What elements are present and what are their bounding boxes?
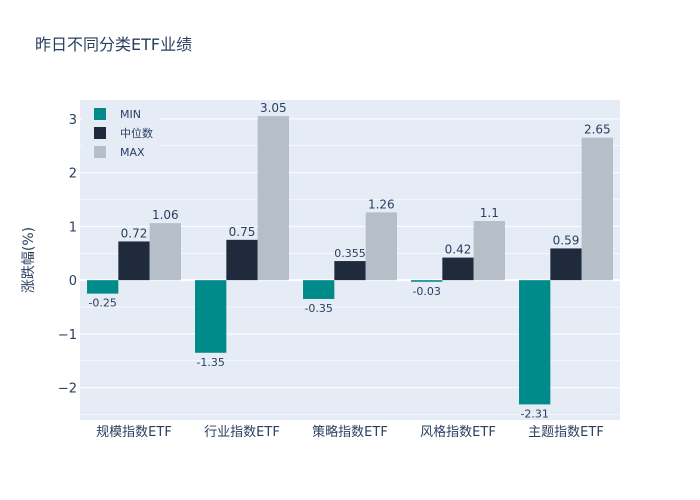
y-tick-label: 1 (69, 220, 77, 235)
data-labels: -0.25 0.72 1.06 -1.35 0.75 3.05 -0.35 0.355 1.26… (88, 101, 610, 420)
legend-label: MIN (120, 108, 141, 121)
data-label: 0.72 (121, 226, 148, 240)
y-tick-label: 3 (69, 113, 77, 128)
legend-label: MAX (120, 146, 145, 159)
y-tick-label: −2 (58, 382, 77, 397)
bar-中位数 (442, 257, 474, 281)
data-label: -0.03 (412, 285, 440, 298)
y-tick-label: −1 (58, 328, 77, 343)
x-tick-labels: 规模指数ETF 行业指数ETF 策略指数ETF 风格指数ETF 主题指数ETF (96, 424, 604, 440)
x-tick-label: 风格指数ETF (420, 424, 496, 440)
bar-MIN (519, 280, 551, 405)
y-axis-title: 涨跌幅(%) (21, 227, 37, 293)
y-tick-label: 0 (69, 274, 77, 289)
x-tick-label: 主题指数ETF (528, 425, 604, 440)
legend-swatch (94, 108, 106, 120)
data-label: 0.75 (229, 225, 256, 239)
bar-MAX (149, 223, 181, 281)
y-tick-label: 2 (69, 167, 77, 182)
x-tick-label: 行业指数ETF (204, 425, 280, 440)
data-label: 1.26 (368, 197, 395, 211)
x-tick-label: 规模指数ETF (96, 425, 172, 440)
legend: MIN 中位数 MAX (82, 102, 160, 165)
bar-中位数 (550, 248, 582, 281)
data-label: -0.35 (304, 302, 332, 315)
legend-swatch (94, 127, 106, 139)
x-tick-label: 策略指数ETF (312, 424, 388, 440)
bar-MAX (473, 221, 505, 281)
y-tick-labels: −2 −1 0 1 2 3 (58, 113, 77, 397)
legend-label: 中位数 (120, 126, 153, 140)
bar-MIN (411, 280, 443, 282)
bar-MAX (365, 212, 397, 281)
bar-中位数 (334, 261, 366, 281)
bar-MIN (87, 280, 119, 294)
chart-title: 昨日不同分类ETF业绩 (35, 35, 192, 54)
data-label: 2.65 (584, 123, 611, 137)
legend-swatch (94, 146, 106, 158)
data-label: 3.05 (260, 101, 287, 115)
bars (87, 116, 613, 405)
data-label: -2.31 (520, 407, 548, 420)
data-label: 1.06 (152, 208, 179, 222)
data-label: 0.59 (553, 233, 580, 247)
bar-MAX (581, 137, 613, 281)
bar-MIN (195, 280, 227, 353)
data-label: 1.1 (480, 206, 499, 220)
data-label: 0.355 (334, 247, 366, 260)
data-label: 0.42 (445, 243, 472, 257)
bar-中位数 (118, 241, 150, 281)
data-label: -0.25 (88, 297, 116, 310)
bar-MIN (303, 280, 335, 299)
bar-MAX (257, 116, 289, 281)
data-label: -1.35 (196, 356, 224, 369)
bar-中位数 (226, 239, 258, 281)
